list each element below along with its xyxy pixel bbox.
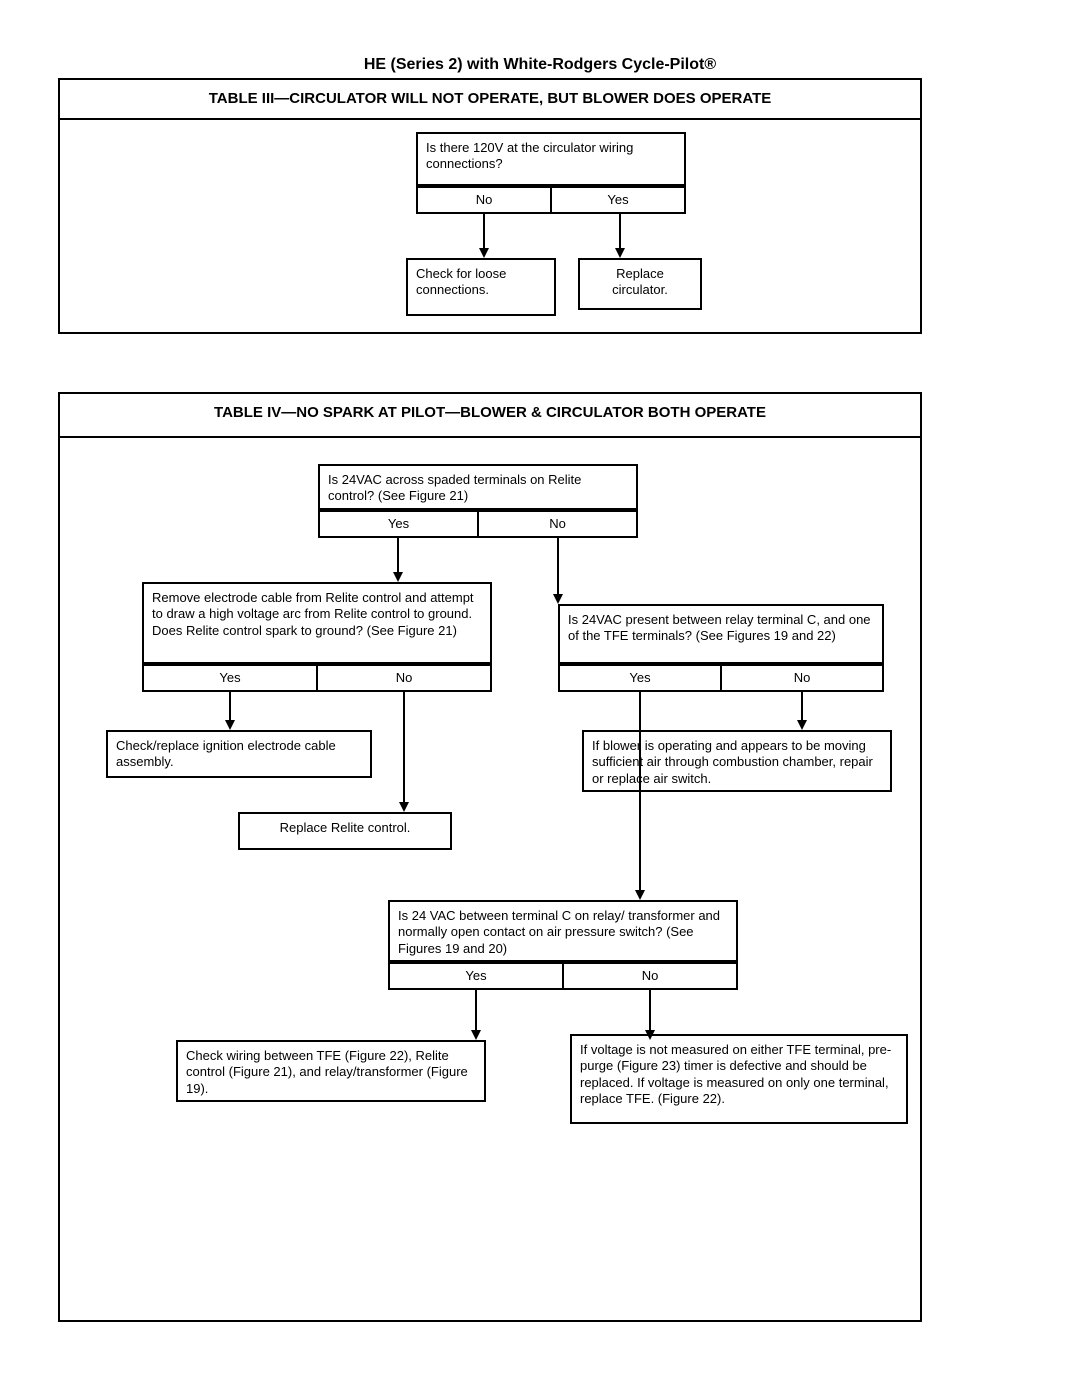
split-120v-yes: Yes: [552, 188, 684, 212]
split-relite-spark-no: No: [318, 666, 490, 690]
q-24vac-relay-c-airswitch: Is 24 VAC between terminal C on relay/ t…: [388, 900, 738, 962]
a-replace-circulator: Replace circulator.: [578, 258, 702, 310]
table-3-title: TABLE III—CIRCULATOR WILL NOT OPERATE, B…: [60, 90, 920, 107]
a-check-wiring-tfe-relite-relay: Check wiring between TFE (Figure 22), Re…: [176, 1040, 486, 1102]
page-title: HE (Series 2) with White-Rodgers Cycle-P…: [0, 56, 1080, 74]
a-repair-replace-air-switch: If blower is operating and appears to be…: [582, 730, 892, 792]
table-3-divider: [60, 118, 920, 120]
split-120v: No Yes: [416, 186, 686, 214]
split-24vac-spaded-yes: Yes: [320, 512, 479, 536]
a-check-replace-electrode-cable: Check/replace ignition electrode cable a…: [106, 730, 372, 778]
a-check-loose-connections: Check for loose connections.: [406, 258, 556, 316]
split-24vac-relay-c-airswitch: Yes No: [388, 962, 738, 990]
split-24vac-relay-c-airswitch-no: No: [564, 964, 736, 988]
page: HE (Series 2) with White-Rodgers Cycle-P…: [0, 0, 1080, 1397]
split-24vac-relay-c-tfe: Yes No: [558, 664, 884, 692]
split-relite-spark: Yes No: [142, 664, 492, 692]
split-24vac-relay-c-airswitch-yes: Yes: [390, 964, 564, 988]
a-replace-relite-control: Replace Relite control.: [238, 812, 452, 850]
split-120v-no: No: [418, 188, 552, 212]
table-3-panel: TABLE III—CIRCULATOR WILL NOT OPERATE, B…: [58, 78, 922, 334]
q-120v-at-circulator: Is there 120V at the circulator wiring c…: [416, 132, 686, 186]
a-prepurge-timer-defective: If voltage is not measured on either TFE…: [570, 1034, 908, 1124]
q-24vac-spaded-terminals: Is 24VAC across spaded terminals on Reli…: [318, 464, 638, 510]
table-4-title: TABLE IV—NO SPARK AT PILOT—BLOWER & CIRC…: [60, 404, 920, 421]
split-relite-spark-yes: Yes: [144, 666, 318, 690]
table-4-divider: [60, 436, 920, 438]
split-24vac-spaded: Yes No: [318, 510, 638, 538]
split-24vac-relay-c-tfe-yes: Yes: [560, 666, 722, 690]
q-24vac-relay-c-tfe: Is 24VAC present between relay terminal …: [558, 604, 884, 664]
split-24vac-spaded-no: No: [479, 512, 636, 536]
table-4-panel: TABLE IV—NO SPARK AT PILOT—BLOWER & CIRC…: [58, 392, 922, 1322]
q-relite-spark-to-ground: Remove electrode cable from Relite contr…: [142, 582, 492, 664]
split-24vac-relay-c-tfe-no: No: [722, 666, 882, 690]
